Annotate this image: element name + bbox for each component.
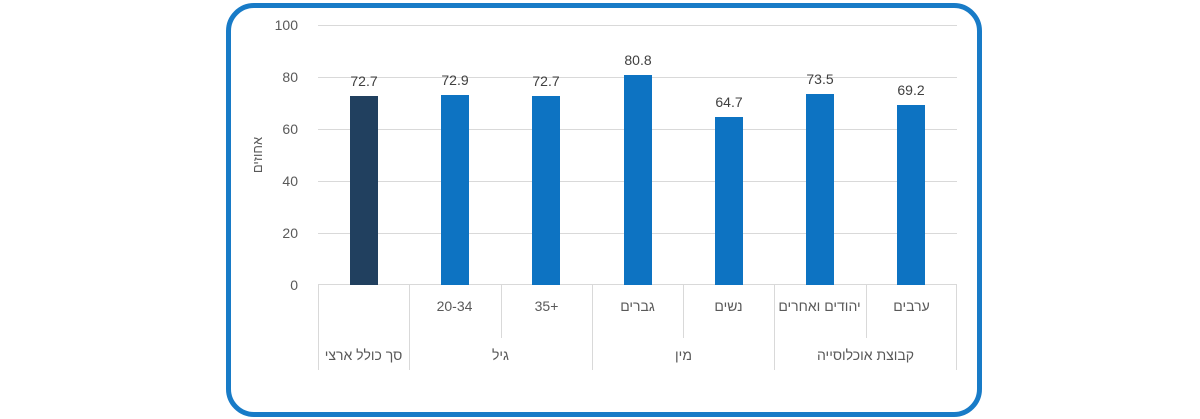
category-label: נשים (714, 298, 743, 314)
value-label: 64.7 (715, 94, 743, 110)
y-tick-label: 60 (282, 121, 298, 137)
group-label: סך כולל ארצי (324, 347, 403, 363)
category-tick (501, 285, 502, 338)
bar (350, 96, 378, 285)
bar (624, 75, 652, 285)
group-boundary-tick (956, 285, 957, 370)
category-label: יהודים ואחרים (778, 298, 861, 314)
x-axis: 20-34 +35 גברים נשים יהודים ואחרים ערבים סך כ… (318, 285, 957, 375)
bar (532, 96, 560, 285)
y-tick-label: 80 (282, 69, 298, 85)
y-tick-label: 0 (290, 277, 298, 293)
value-label: 72.7 (532, 73, 560, 89)
category-label: +35 (534, 298, 559, 314)
category-label: 20-34 (436, 298, 473, 314)
value-label: 72.7 (350, 73, 378, 89)
plot-area: 72.7 72.9 72.7 80.8 64.7 73.5 69.2 (318, 25, 957, 285)
value-label: 69.2 (897, 82, 925, 98)
category-label: ערבים (893, 298, 930, 314)
group-boundary-tick (318, 285, 319, 370)
group-label: קבוצת אוכלוסייה (816, 347, 915, 363)
y-tick-label: 40 (282, 173, 298, 189)
group-boundary-tick (774, 285, 775, 370)
y-tick-label: 20 (282, 225, 298, 241)
gridline (318, 25, 957, 26)
category-tick (866, 285, 867, 338)
bar (715, 117, 743, 285)
y-axis-tick-labels: 0 20 40 60 80 100 (228, 17, 298, 293)
value-label: 73.5 (806, 71, 834, 87)
group-label: גיל (492, 347, 509, 363)
category-label: גברים (620, 298, 655, 314)
group-boundary-tick (592, 285, 593, 370)
y-tick-label: 100 (274, 17, 298, 33)
bar (897, 105, 925, 285)
value-label: 72.9 (441, 72, 469, 88)
bar (806, 94, 834, 285)
group-label: מין (675, 347, 692, 363)
value-label: 80.8 (624, 52, 652, 68)
bar (441, 95, 469, 285)
group-boundary-tick (409, 285, 410, 370)
category-tick (683, 285, 684, 338)
